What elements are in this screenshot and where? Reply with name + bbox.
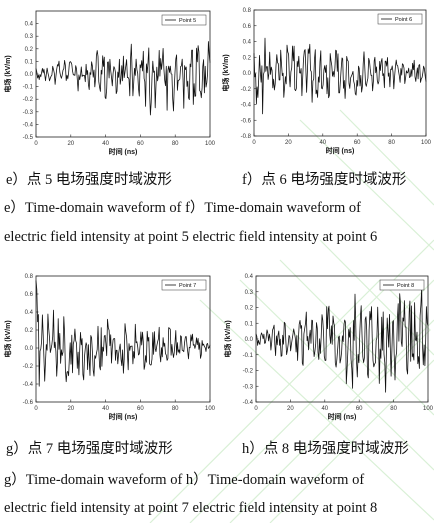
y-axis-label: 电场 (kV/m) — [3, 320, 12, 357]
series-line-point-6 — [253, 37, 427, 115]
chart-panel-g: 0.8 0.6 0.4 0.2 0.0 -0.2 -0.4 -0.60 20 40 60 80 100 时… — [3, 274, 216, 421]
y-tick-label: 0.8 — [243, 8, 252, 14]
x-tick-label: 0 — [252, 140, 256, 146]
y-axis-label: 电场 (kV/m) — [3, 55, 12, 92]
caption-g-cn: g）点 7 电场强度时域波形 — [6, 441, 173, 457]
y-tick-label: 0.2 — [245, 306, 254, 312]
y-tick-label: 0.3 — [25, 34, 34, 40]
x-tick-label: 60 — [356, 406, 363, 412]
x-axis-label: 时间 (ns) — [328, 412, 357, 421]
x-tick-label: 0 — [34, 406, 38, 412]
y-tick-label: -0.3 — [23, 110, 34, 116]
chart-panel-e: 0.4 0.3 0.2 0.1 0.0 -0.1 -0.2 -0.3 -0.4 -0.50 20 40… — [3, 10, 216, 156]
x-tick-label: 80 — [388, 140, 395, 146]
x-axis-label: 时间 (ns) — [326, 146, 355, 155]
x-tick-label: 0 — [34, 141, 38, 147]
y-tick-label: -0.4 — [243, 400, 254, 406]
x-tick-label: 60 — [137, 141, 144, 147]
y-tick-label: -0.3 — [243, 384, 254, 390]
legend-box — [161, 14, 207, 26]
legend-box — [379, 279, 425, 291]
y-tick-label: 0.0 — [25, 346, 34, 352]
y-axis-label: 电场 (kV/m) — [223, 320, 232, 357]
legend-label: Point 8 — [397, 283, 414, 289]
y-tick-label: -0.2 — [23, 97, 34, 103]
x-tick-label: 80 — [172, 141, 179, 147]
y-tick-label: 0.4 — [25, 310, 34, 316]
y-tick-label: 0.4 — [25, 22, 34, 28]
y-tick-label: -0.8 — [241, 134, 252, 140]
x-tick-label: 20 — [287, 406, 294, 412]
caption-h-cn: h）点 8 电场强度时域波形 — [242, 441, 409, 457]
x-tick-label: 40 — [319, 140, 326, 146]
legend-label: Point 5 — [179, 18, 196, 24]
plot-frame — [35, 275, 211, 403]
caption-e-cn: e）点 5 电场强度时域波形 — [6, 172, 172, 188]
x-axis-label: 时间 (ns) — [109, 412, 138, 421]
x-tick-label: 60 — [354, 140, 361, 146]
x-tick-label: 40 — [102, 141, 109, 147]
y-tick-label: -0.2 — [23, 364, 34, 370]
y-tick-label: 0.6 — [25, 292, 34, 298]
y-axis-label: 电场 (kV/m) — [221, 54, 230, 91]
legend-label: Point 6 — [395, 17, 412, 23]
y-tick-label: -0.2 — [243, 369, 254, 375]
y-tick-label: 0.1 — [25, 59, 34, 65]
y-tick-label: -0.6 — [23, 400, 34, 406]
caption-ef-en-line2: electric field intensity at point 5 elec… — [4, 229, 378, 245]
y-tick-label: 0.6 — [243, 24, 252, 30]
caption-ef-en-line1: e）Time-domain waveform of f）Time-domain … — [4, 200, 361, 216]
y-tick-label: -0.4 — [23, 382, 34, 388]
x-tick-label: 100 — [423, 406, 434, 412]
y-tick-label: 0.2 — [243, 55, 252, 61]
y-tick-label: -0.1 — [243, 353, 254, 359]
series-line-point-8 — [255, 287, 429, 393]
caption-gh-en-line1: g）Time-domain waveform of h）Time-domain … — [4, 472, 365, 488]
legend-box — [377, 13, 423, 25]
caption-f-cn: f）点 6 电场强度时域波形 — [242, 172, 407, 188]
x-tick-label: 100 — [205, 406, 216, 412]
x-axis-label: 时间 (ns) — [109, 147, 138, 156]
chart-panel-f: 0.8 0.6 0.4 0.2 0.0 -0.2 -0.4 -0.6 -0.80 20 40 60 80… — [221, 8, 432, 155]
y-tick-label: -0.1 — [23, 85, 34, 91]
x-tick-label: 100 — [421, 140, 432, 146]
y-tick-label: -0.4 — [23, 122, 34, 128]
chart-panel-h: 0.4 0.3 0.2 0.1 0.0 -0.1 -0.2 -0.3 -0.40 20 40 60 80… — [223, 274, 434, 421]
series-line-point-7 — [35, 280, 211, 387]
y-tick-label: 0.8 — [25, 274, 34, 280]
y-tick-label: 0.1 — [245, 321, 254, 327]
y-tick-label: -0.6 — [241, 118, 252, 124]
x-tick-label: 20 — [67, 141, 74, 147]
y-tick-label: -0.5 — [23, 135, 34, 141]
x-tick-label: 20 — [285, 140, 292, 146]
legend-box — [161, 279, 207, 291]
y-tick-label: 0.4 — [243, 40, 252, 46]
x-tick-label: 40 — [321, 406, 328, 412]
series-line-point-5 — [35, 41, 211, 116]
y-tick-label: 0.0 — [243, 71, 252, 77]
x-tick-label: 60 — [137, 406, 144, 412]
x-tick-label: 0 — [254, 406, 258, 412]
y-tick-label: 0.2 — [25, 47, 34, 53]
x-tick-label: 40 — [102, 406, 109, 412]
legend-label: Point 7 — [179, 283, 196, 289]
y-tick-label: 0.2 — [25, 328, 34, 334]
y-tick-label: 0.0 — [25, 72, 34, 78]
x-tick-label: 20 — [67, 406, 74, 412]
y-tick-label: -0.2 — [241, 87, 252, 93]
y-tick-label: -0.4 — [241, 103, 252, 109]
y-tick-label: 0.4 — [245, 274, 254, 280]
y-tick-label: 0.3 — [245, 290, 254, 296]
caption-gh-en-line2: electric field intensity at point 7 elec… — [4, 500, 378, 516]
y-tick-label: 0.0 — [245, 337, 254, 343]
x-tick-label: 80 — [390, 406, 397, 412]
x-tick-label: 80 — [172, 406, 179, 412]
x-tick-label: 100 — [205, 141, 216, 147]
